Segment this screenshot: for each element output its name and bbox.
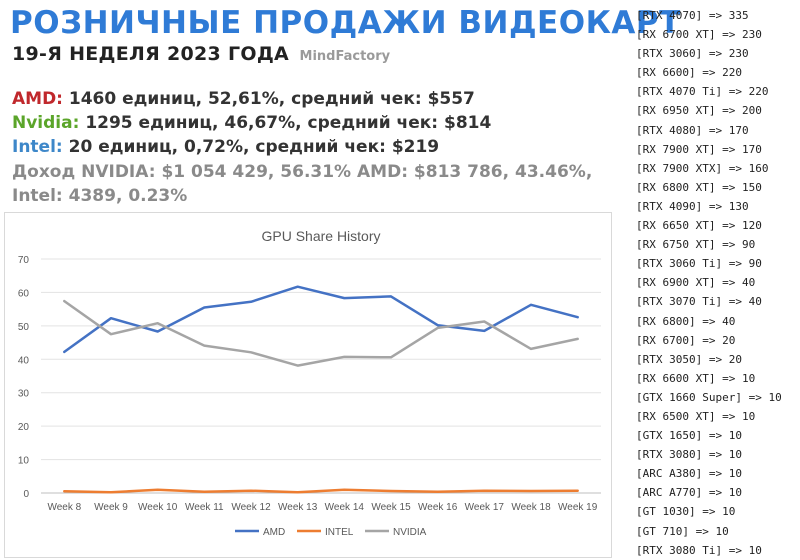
model-row: [RX 6600] => 220 [636,66,742,80]
week-label: 19-Я НЕДЕЛЯ 2023 ГОДА [12,43,290,65]
x-tick-label: Week 14 [325,502,365,513]
amd-stat: AMD: 1460 единиц, 52,61%, средний чек: $… [12,88,475,110]
model-row: [GT 1030] => 10 [636,505,736,519]
model-sales-list: [RTX 4070] => 335 [RX 6700 XT] => 230 [RTX… [636,6,796,560]
x-tick-label: Week 8 [47,502,81,513]
source-label: MindFactory [299,49,391,64]
intel-brand-label: Intel: [12,137,63,157]
model-row: [RTX 3070 Ti] => 40 [636,295,762,309]
model-row: [RTX 4090] => 130 [636,199,749,213]
model-row: [GT 710] => 10 [636,524,729,538]
amd-brand-label: AMD: [12,89,63,109]
model-row: [RTX 4080] => 170 [636,123,749,137]
model-row: [RX 6500 XT] => 10 [636,409,756,423]
y-tick-label: 10 [18,456,30,467]
model-row: [RTX 4070] => 335 [636,9,749,22]
chart-canvas: GPU Share History 0 10 20 30 40 50 60 70 Week 8 We… [18,228,601,538]
x-tick-label: Week 13 [278,502,318,513]
chart-title: GPU Share History [261,228,380,244]
legend-label: AMD [263,527,285,538]
series-line-amd [63,285,579,354]
model-row: [RX 6750 XT] => 90 [636,238,756,252]
x-tick-label: Week 17 [465,502,505,513]
x-tick-label: Week 12 [231,502,271,513]
nvidia-stat-text: 1295 единиц, 46,67%, средний чек: $814 [79,113,492,133]
model-row: [RTX 3080] => 10 [636,448,742,462]
amd-stat-text: 1460 единиц, 52,61%, средний чек: $557 [62,89,475,109]
legend-label: NVIDIA [393,527,427,538]
gpu-share-chart: GPU Share History 0 10 20 30 40 50 60 70 Week 8 We… [4,212,612,558]
y-tick-label: 60 [18,288,30,299]
nvidia-brand-label: Nvidia: [12,113,80,133]
x-tick-label: Week 16 [418,502,458,513]
model-row: [RX 7900 XT] => 170 [636,142,762,156]
intel-stat-text: 20 единиц, 0,72%, средний чек: $219 [62,137,440,157]
model-row: [RTX 3050] => 20 [636,352,742,366]
y-tick-label: 30 [18,389,30,400]
y-tick-label: 0 [23,489,29,500]
x-tick-label: Week 18 [511,502,551,513]
model-row: [ARC A770] => 10 [636,486,742,500]
model-row: [RX 6650 XT] => 120 [636,219,762,233]
subtitle: 19-Я НЕДЕЛЯ 2023 ГОДА MindFactory [12,43,390,65]
series-line-nvidia [63,299,579,367]
y-tick-label: 70 [18,255,30,266]
x-tick-label: Week 11 [185,502,224,513]
model-row: [RX 6950 XT] => 200 [636,104,762,118]
intel-stat: Intel: 20 единиц, 0,72%, средний чек: $2… [12,136,439,158]
model-row: [RX 6700 XT] => 230 [636,28,762,42]
y-tick-label: 50 [18,322,30,333]
model-row: [RX 6900 XT] => 40 [636,276,756,290]
y-tick-label: 20 [18,422,30,433]
page-title: РОЗНИЧНЫЕ ПРОДАЖИ ВИДЕОКАРТ [10,5,681,41]
x-tick-label: Week 10 [138,502,178,513]
model-row: [RX 6700] => 20 [636,333,736,347]
x-tick-label: Week 15 [371,502,411,513]
model-row: [RTX 3080 Ti] => 10 [636,543,762,557]
model-row: [RX 6600 XT] => 10 [636,371,756,385]
legend-label: INTEL [325,527,354,538]
revenue-text: Доход NVIDIA: $1 054 429, 56.31% AMD: $8… [12,162,593,206]
model-row: [RX 7900 XTX] => 160 [636,161,769,175]
x-tick-label: Week 19 [558,502,598,513]
model-row: [RTX 4070 Ti] => 220 [636,85,769,99]
nvidia-stat: Nvidia: 1295 единиц, 46,67%, средний чек… [12,112,491,134]
model-row: [ARC A380] => 10 [636,467,742,481]
model-row: [RTX 3060 Ti] => 90 [636,257,762,271]
model-row: [RX 6800] => 40 [636,314,736,328]
series-line-intel [63,488,579,494]
model-row: [GTX 1650] => 10 [636,429,742,443]
model-row: [RTX 3060] => 230 [636,47,749,61]
x-tick-label: Week 9 [94,502,128,513]
y-tick-label: 40 [18,355,30,366]
model-row: [GTX 1660 Super] => 10 [636,390,782,404]
model-row: [RX 6800 XT] => 150 [636,180,762,194]
